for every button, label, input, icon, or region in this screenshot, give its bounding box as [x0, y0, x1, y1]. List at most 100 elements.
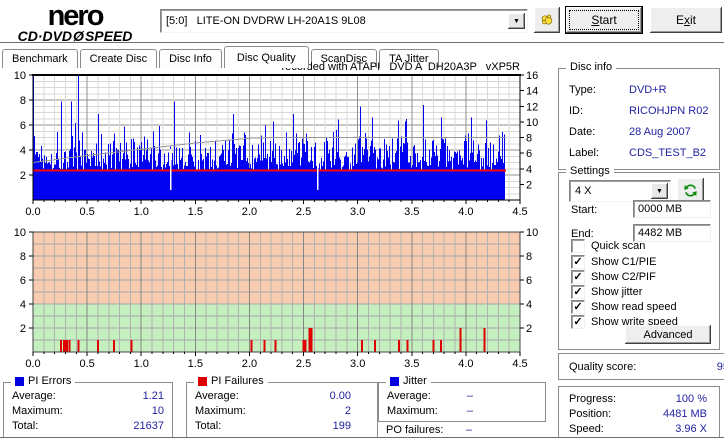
- progress-row: Progress: 100 %: [569, 393, 707, 405]
- svg-text:16: 16: [526, 70, 538, 82]
- quality-score-panel: Quality score: 95: [558, 353, 724, 380]
- checkbox-quick-scan[interactable]: [571, 239, 585, 253]
- speed-select[interactable]: 4 X: [569, 180, 671, 202]
- svg-text:6: 6: [526, 275, 532, 287]
- svg-text:4.0: 4.0: [458, 358, 473, 370]
- pi-errors-maximum-row: Maximum: 10: [12, 405, 164, 417]
- svg-text:6: 6: [20, 120, 26, 132]
- exit-button[interactable]: Exit: [650, 7, 722, 33]
- svg-text:8: 8: [20, 251, 26, 263]
- advanced-button[interactable]: Advanced: [625, 325, 711, 344]
- svg-text:4.5: 4.5: [512, 358, 527, 370]
- pi-errors-stats-panel: PI Errors Average: 1.21 Maximum: 10 Total:…: [3, 375, 173, 438]
- svg-text:2.0: 2.0: [242, 358, 257, 370]
- settings-title: Settings: [566, 165, 614, 177]
- svg-text:4.0: 4.0: [458, 206, 473, 218]
- svg-text:10: 10: [14, 227, 26, 239]
- pi-failures-chart: 2 2 4 4 6 6 8 8 10 10 0.0 0.5 1.0 1.5 2.0 2.5 3.0 3.5 4.0 4…: [14, 227, 539, 370]
- tab-scandisc[interactable]: ScanDisc: [310, 49, 378, 68]
- pi-failures-legend: PI Failures: [194, 375, 268, 387]
- tab-ta-jitter[interactable]: TA Jitter: [379, 49, 439, 68]
- refresh-button[interactable]: [677, 178, 704, 202]
- svg-text:2: 2: [20, 323, 26, 335]
- tab-benchmark[interactable]: Benchmark: [2, 49, 78, 68]
- disc-date-value: 28 Aug 2007: [629, 126, 691, 138]
- pi-failures-total-row: Total: 199: [195, 420, 351, 432]
- quality-score-label: Quality score:: [569, 360, 637, 373]
- pi-errors-chart: 2 4 6 8 10 2 4 6 8 10 12 14 16 0.0 0.5 1.0 1.5 2.0 2.5 3.0 3…: [14, 70, 539, 218]
- drive-select[interactable]: [5:0] LITE-ON DVDRW LH-20A1S 9L08: [160, 9, 528, 33]
- checkbox-show-read-speed[interactable]: [571, 300, 585, 314]
- svg-text:8: 8: [20, 95, 26, 107]
- checkbox-row-show-jitter[interactable]: Show jitter: [571, 285, 642, 299]
- drive-select-value: [5:0] LITE-ON DVDRW LH-20A1S 9L08: [166, 15, 366, 27]
- svg-text:3.5: 3.5: [404, 206, 419, 218]
- jitter-stats-panel: Jitter Average: – Maximum: –: [378, 375, 546, 422]
- chevron-down-icon[interactable]: [508, 13, 525, 29]
- pi-errors-color-swatch: [15, 376, 24, 386]
- scan-end-field[interactable]: 4482 MB: [633, 224, 711, 242]
- chevron-down-icon[interactable]: [651, 183, 668, 199]
- tab-create-disc[interactable]: Create Disc: [79, 49, 158, 68]
- pi-errors-total-row: Total: 21637: [12, 420, 164, 432]
- checkbox-show-jitter[interactable]: [571, 285, 585, 299]
- scan-start-field[interactable]: 0000 MB: [633, 200, 711, 218]
- svg-text:2.0: 2.0: [242, 206, 257, 218]
- cd-dvd-speed-logo-text: CD·DVDØSPEED: [17, 28, 133, 44]
- svg-text:0.5: 0.5: [79, 358, 94, 370]
- toolbar-separator: [0, 42, 724, 46]
- pi-errors-average-row: Average: 1.21: [12, 390, 164, 402]
- start-button[interactable]: Start: [566, 7, 642, 33]
- pi-failures-maximum-row: Maximum: 2: [195, 405, 351, 417]
- svg-text:6: 6: [526, 148, 532, 160]
- checkbox-row-show-read-speed[interactable]: Show read speed: [571, 300, 677, 314]
- svg-text:10: 10: [526, 117, 538, 129]
- nero-logo: nero CD·DVDØSPEED: [6, 0, 144, 44]
- checkbox-show-c2-pif[interactable]: [571, 270, 585, 284]
- tab-disc-quality[interactable]: Disc Quality: [223, 46, 309, 68]
- disc-id-row: ID: RICOHJPN R02: [569, 101, 719, 122]
- svg-text:14: 14: [526, 86, 538, 98]
- scan-start-label: Start:: [571, 204, 598, 216]
- svg-text:0.5: 0.5: [79, 206, 94, 218]
- svg-text:4.5: 4.5: [512, 206, 527, 218]
- svg-text:1.0: 1.0: [134, 358, 149, 370]
- svg-text:2: 2: [526, 323, 532, 335]
- svg-text:2.5: 2.5: [296, 206, 311, 218]
- pi-failures-average-row: Average: 0.00: [195, 390, 351, 402]
- checkbox-row-show-write-speed[interactable]: Show write speed: [571, 315, 678, 329]
- disc-date-row: Date: 28 Aug 2007: [569, 122, 719, 143]
- svg-text:6: 6: [20, 275, 26, 287]
- svg-text:0.0: 0.0: [25, 206, 40, 218]
- settings-panel: Settings 4 X Start: 0000 MB End: 4482 MB…: [558, 165, 720, 350]
- svg-text:8: 8: [526, 251, 532, 263]
- svg-text:2.5: 2.5: [296, 358, 311, 370]
- pi-failures-color-swatch: [198, 376, 207, 386]
- svg-text:1.0: 1.0: [134, 206, 149, 218]
- checkbox-show-write-speed[interactable]: [571, 315, 585, 329]
- disc-type-value: DVD+R: [629, 84, 667, 96]
- svg-text:2: 2: [526, 179, 532, 191]
- svg-text:3.5: 3.5: [404, 358, 419, 370]
- svg-text:3.0: 3.0: [350, 358, 365, 370]
- nero-logo-text: nero: [47, 0, 105, 32]
- svg-text:2: 2: [20, 170, 26, 182]
- eject-tool-button[interactable]: [534, 7, 560, 33]
- disc-type-row: Type: DVD+R: [569, 80, 719, 101]
- svg-text:12: 12: [526, 101, 538, 113]
- svg-text:4: 4: [20, 299, 26, 311]
- svg-text:0.0: 0.0: [25, 358, 40, 370]
- checkbox-row-quick-scan[interactable]: Quick scan: [571, 239, 645, 253]
- tab-strip: Benchmark Create Disc Disc Info Disc Qua…: [2, 46, 441, 68]
- tab-disc-info[interactable]: Disc Info: [159, 49, 222, 68]
- refresh-icon: [684, 183, 697, 197]
- checkbox-show-c1-pie[interactable]: [571, 255, 585, 269]
- hand-tool-icon: [541, 14, 553, 25]
- checkbox-row-show-c2-pif[interactable]: Show C2/PIF: [571, 270, 656, 284]
- svg-text:10: 10: [526, 227, 538, 239]
- svg-text:1.5: 1.5: [188, 358, 203, 370]
- checkbox-row-show-c1-pie[interactable]: Show C1/PIE: [571, 255, 656, 269]
- disc-label-value: CDS_TEST_B2: [629, 147, 707, 159]
- jitter-legend: Jitter: [386, 375, 431, 387]
